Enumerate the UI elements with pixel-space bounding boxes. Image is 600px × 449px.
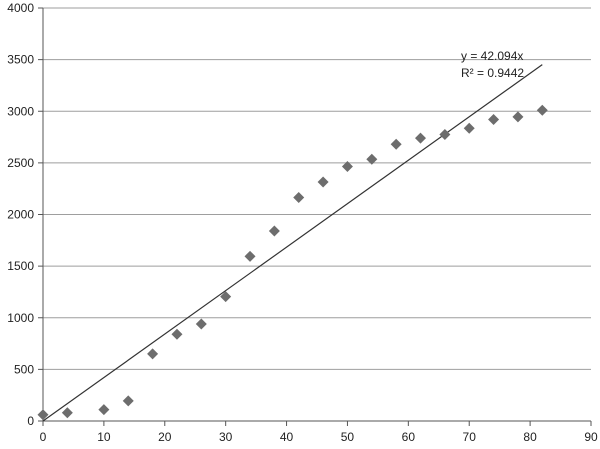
x-tick-label: 10 <box>97 430 111 444</box>
data-point <box>195 318 207 330</box>
data-point <box>244 250 256 262</box>
data-point <box>268 225 280 237</box>
trendline-group: y = 42.094x R² = 0.9442 <box>42 49 543 422</box>
data-point <box>61 407 73 419</box>
y-tick-label: 3500 <box>7 53 34 67</box>
y-axis-ticks: 0 500 1000 1500 2000 2500 3000 3500 4000 <box>7 1 43 428</box>
data-point <box>317 176 329 188</box>
data-point <box>415 132 427 144</box>
x-tick-label: 70 <box>463 430 477 444</box>
data-points <box>37 104 548 421</box>
data-point <box>463 122 475 134</box>
data-point <box>366 153 378 165</box>
gridlines <box>43 7 591 370</box>
y-tick-label: 4000 <box>7 1 34 15</box>
trendline-r-squared: R² = 0.9442 <box>461 66 524 80</box>
y-tick-label: 2000 <box>7 208 34 222</box>
y-tick-label: 2500 <box>7 156 34 170</box>
x-tick-label: 90 <box>584 430 598 444</box>
x-tick-label: 30 <box>219 430 233 444</box>
x-tick-label: 0 <box>40 430 47 444</box>
x-tick-label: 60 <box>402 430 416 444</box>
x-tick-label: 80 <box>523 430 537 444</box>
data-point <box>512 111 524 123</box>
x-axis-ticks: 0 10 20 30 40 50 60 70 80 90 <box>40 421 598 444</box>
data-point <box>171 328 183 340</box>
data-point <box>122 395 134 407</box>
data-point <box>439 128 451 140</box>
x-tick-label: 50 <box>341 430 355 444</box>
data-point <box>98 404 110 416</box>
data-point <box>341 160 353 172</box>
data-point <box>220 291 232 303</box>
data-point <box>37 409 49 421</box>
y-tick-label: 3000 <box>7 104 34 118</box>
data-point <box>293 191 305 203</box>
data-point <box>147 348 159 360</box>
data-point <box>536 104 548 116</box>
y-tick-label: 1000 <box>7 311 34 325</box>
data-point <box>390 138 402 150</box>
y-tick-label: 1500 <box>7 259 34 273</box>
trendline-equation: y = 42.094x <box>461 49 523 63</box>
trendline <box>42 64 543 422</box>
y-tick-label: 0 <box>27 414 34 428</box>
x-tick-label: 20 <box>158 430 172 444</box>
data-point <box>488 114 500 126</box>
x-tick-label: 40 <box>280 430 294 444</box>
y-tick-label: 500 <box>14 362 34 376</box>
